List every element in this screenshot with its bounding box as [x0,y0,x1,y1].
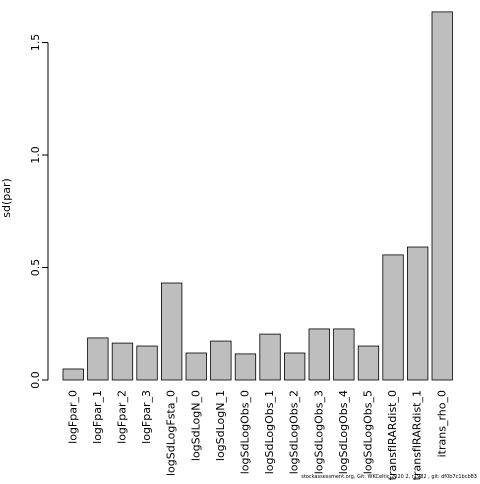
bar [308,328,330,381]
bar [333,328,355,381]
x-tick-label: logSdLogObs_1 [263,390,276,474]
x-tick-label: transfIRARdist_1 [411,390,424,480]
bar [382,254,404,381]
bar [283,352,306,381]
bar [259,333,281,381]
bar [62,368,84,381]
bar [210,340,232,381]
bar [357,345,380,381]
bar [160,282,183,381]
x-tick-label: logFpar_0 [66,390,79,444]
x-tick-label: logSdLogN_0 [189,390,202,461]
y-tick-label: 0.0 [29,371,42,389]
x-tick-label: logSdLogN_1 [214,390,227,461]
y-tick-label: 0.5 [29,259,42,277]
bar [234,353,257,381]
bar [185,352,207,381]
x-tick-label: logSdLogObs_2 [288,390,301,474]
y-tick-label: 1.5 [29,34,42,52]
x-tick-label: transfIRARdist_0 [386,390,399,480]
x-tick-label: logFpar_3 [140,390,153,444]
x-tick-label: logFpar_2 [115,390,128,444]
x-tick-label: itrans_rho_0 [435,390,448,457]
y-tick-label: 1.0 [29,146,42,164]
footnote: stockassessment.org, Git: WKCeltic 2020 … [301,474,477,480]
x-tick-label: logSdLogObs_5 [361,390,374,474]
y-axis-label: sd(par) [0,178,13,218]
bar [136,345,158,381]
x-tick-label: logSdLogObs_4 [337,390,350,474]
bar [431,11,453,381]
x-tick-label: logFpar_1 [91,390,104,444]
bar [406,246,429,381]
bar [87,337,109,381]
bar [111,342,134,381]
x-tick-label: logSdLogObs_3 [312,390,325,474]
x-tick-label: logSdLogObs_0 [238,390,251,474]
x-tick-label: logSdLogFsta_0 [165,390,178,476]
